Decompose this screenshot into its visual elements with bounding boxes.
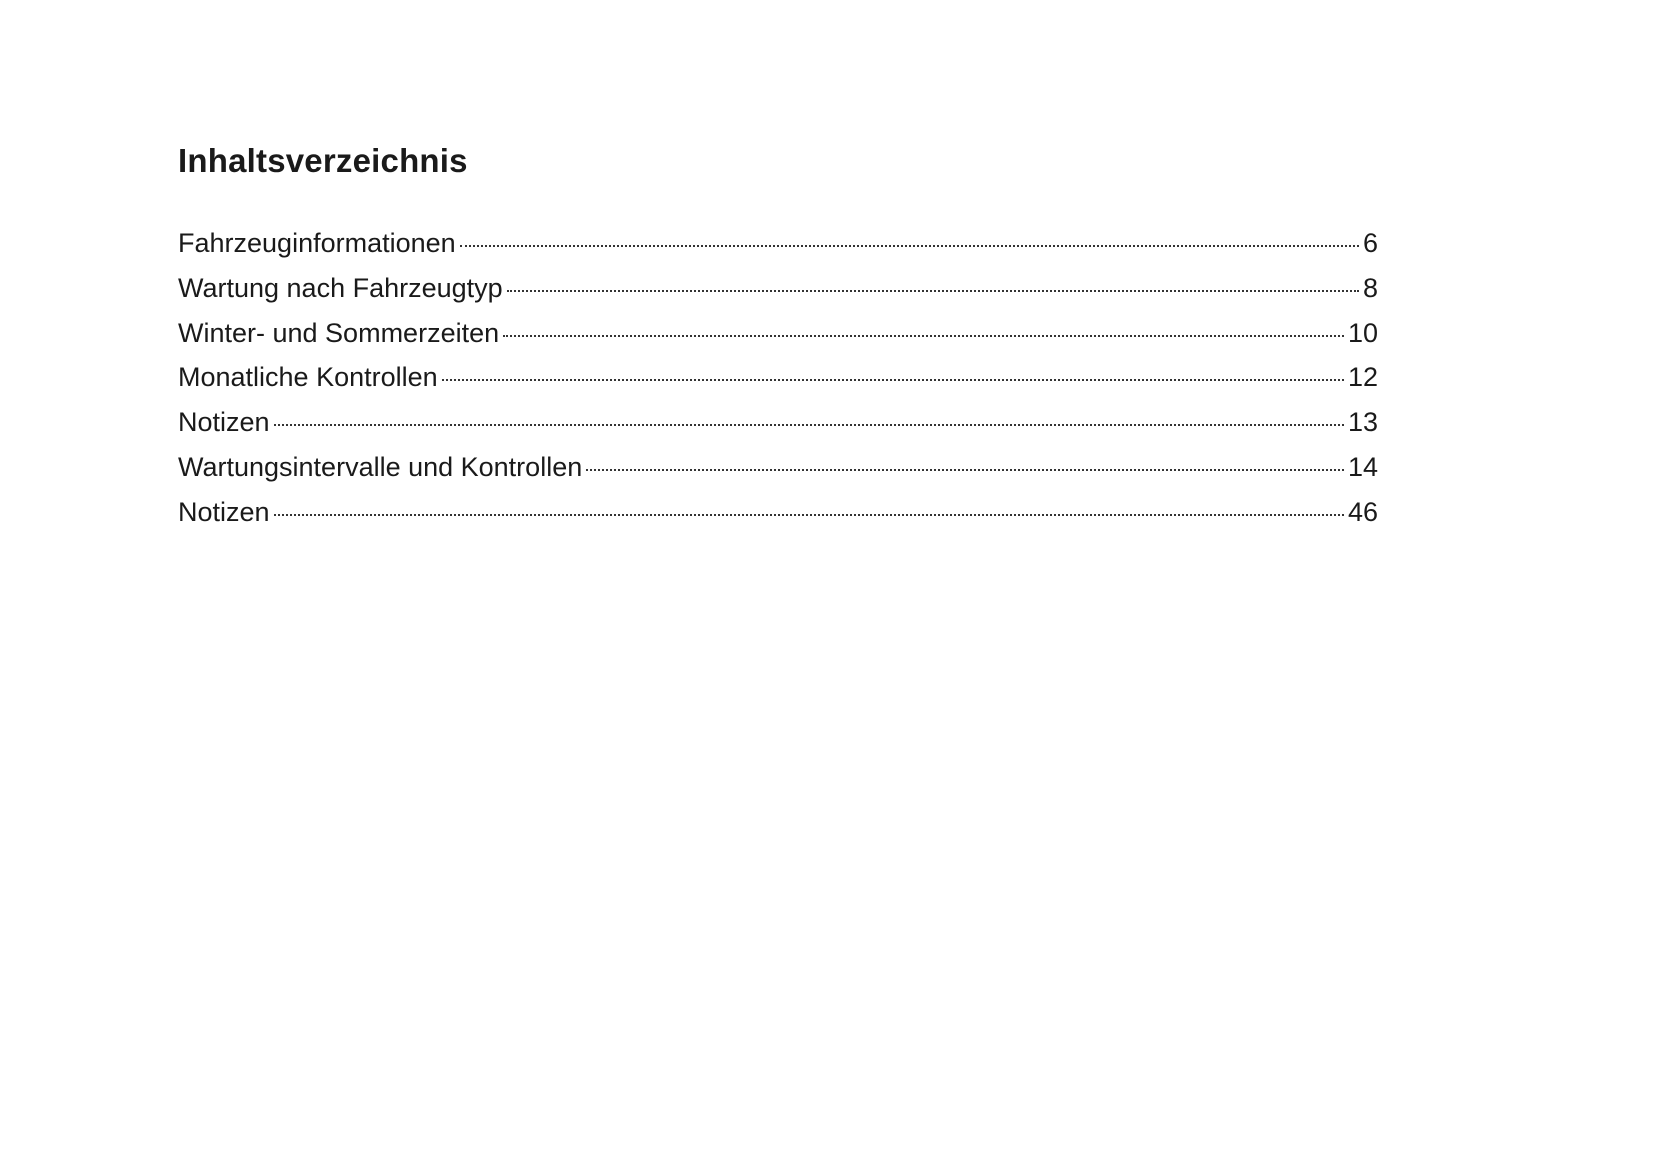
toc-entry-page: 13 [1347, 407, 1378, 438]
dot-leader [273, 513, 1344, 516]
toc-entry-page: 6 [1362, 228, 1378, 258]
dot-leader [506, 289, 1359, 292]
dot-leader [503, 334, 1344, 337]
toc-entry-label: Winter- und Sommerzeiten [178, 317, 500, 348]
toc-entry-label: Monatliche Kontrollen [178, 362, 438, 393]
toc-entry-label: Fahrzeuginformationen [178, 228, 456, 258]
toc-entry[interactable]: Monatliche Kontrollen 12 [178, 362, 1378, 407]
dot-leader [459, 245, 1359, 247]
toc-entry-label: Notizen [178, 496, 270, 527]
toc-entry[interactable]: Wartungsintervalle und Kontrollen 14 [178, 452, 1378, 497]
toc-entry-page: 14 [1347, 451, 1378, 482]
toc-entry[interactable]: Notizen 46 [178, 497, 1378, 542]
toc-entry-label: Wartungsintervalle und Kontrollen [178, 451, 583, 482]
toc-entry-page: 8 [1362, 272, 1378, 303]
dot-leader [441, 379, 1344, 382]
toc-entry[interactable]: Fahrzeuginformationen 6 [178, 228, 1378, 273]
toc-entry[interactable]: Winter- und Sommerzeiten 10 [178, 318, 1378, 363]
toc-entry-page: 46 [1347, 496, 1378, 527]
toc-entry-label: Wartung nach Fahrzeugtyp [178, 272, 503, 303]
toc-entry[interactable]: Wartung nach Fahrzeugtyp 8 [178, 273, 1378, 318]
toc-entry-page: 10 [1347, 317, 1378, 348]
toc-entry[interactable]: Notizen 13 [178, 407, 1378, 452]
toc-entry-label: Notizen [178, 407, 270, 438]
toc-entry-page: 12 [1347, 362, 1378, 393]
dot-leader [586, 468, 1344, 471]
page-title: Inhaltsverzeichnis [178, 142, 468, 179]
dot-leader [273, 424, 1344, 427]
table-of-contents: Fahrzeuginformationen 6 Wartung nach Fahr… [178, 228, 1378, 542]
